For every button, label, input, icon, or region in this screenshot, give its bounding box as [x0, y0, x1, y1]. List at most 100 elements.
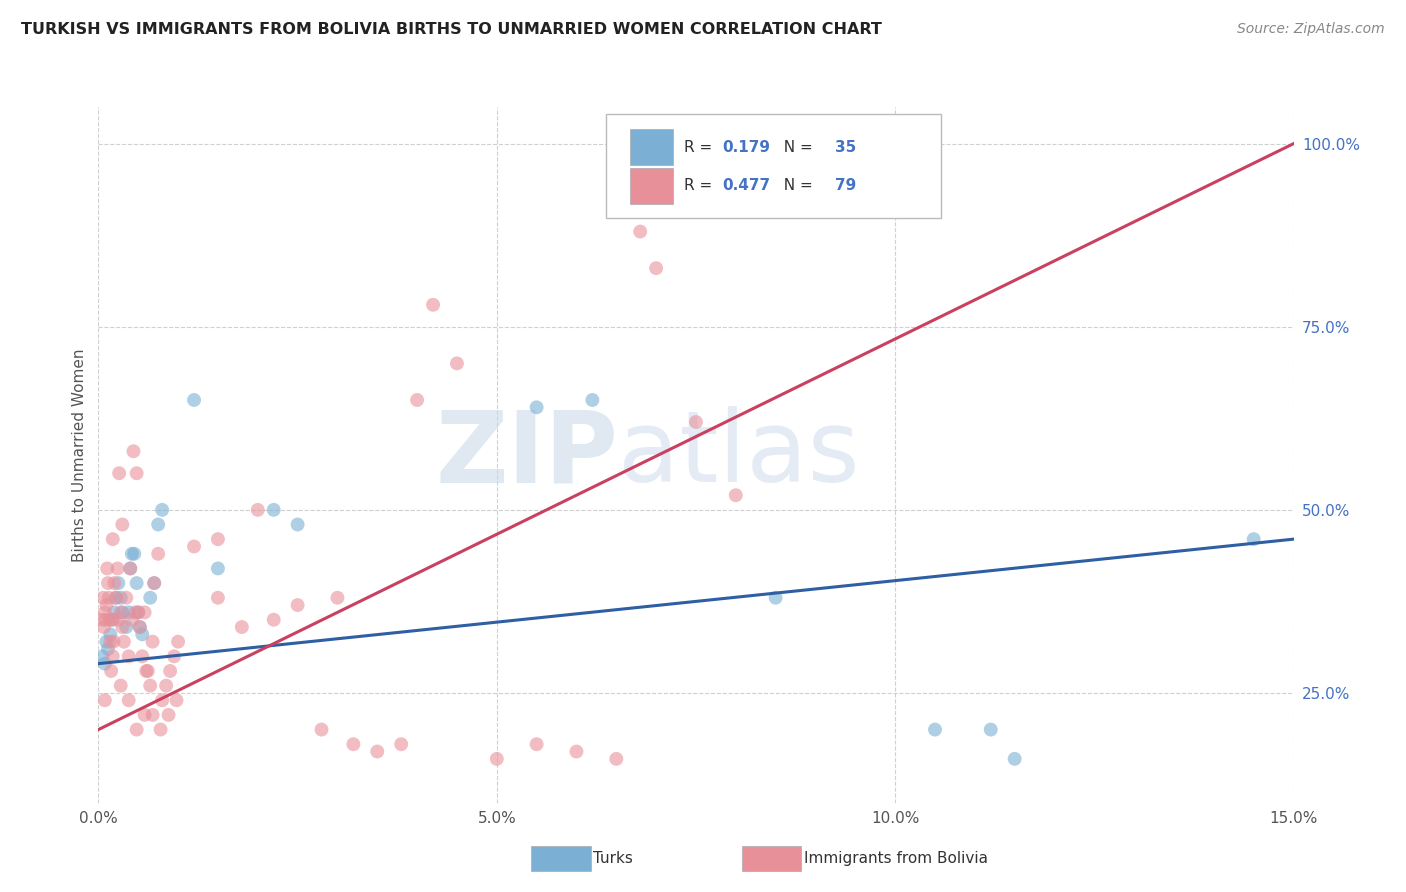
Point: [96, 634, 118, 648]
Point: [110, 606, 132, 620]
Point: [97, 642, 120, 657]
Point: [246, 503, 269, 517]
Point: [110, 679, 132, 693]
Point: [112, 634, 135, 648]
Point: [207, 532, 229, 546]
Text: 0.179: 0.179: [723, 140, 770, 155]
Text: R =: R =: [685, 140, 717, 155]
Point: [103, 606, 125, 620]
Point: [605, 752, 627, 766]
Point: [628, 225, 651, 239]
Point: [91, 613, 114, 627]
Point: [94, 606, 117, 620]
Point: [526, 737, 548, 751]
Point: [98, 613, 121, 627]
Point: [924, 723, 946, 737]
Point: [143, 576, 166, 591]
Point: [207, 591, 229, 605]
FancyBboxPatch shape: [630, 168, 673, 203]
Point: [101, 613, 124, 627]
Point: [135, 664, 157, 678]
Point: [96, 598, 118, 612]
Point: [143, 576, 166, 591]
Point: [94, 693, 117, 707]
Point: [124, 606, 146, 620]
Text: Turks: Turks: [593, 851, 633, 865]
Point: [97, 591, 120, 605]
Point: [128, 620, 150, 634]
Point: [1243, 532, 1265, 546]
Point: [121, 613, 143, 627]
Point: [149, 723, 172, 737]
Point: [1004, 752, 1026, 766]
Point: [121, 547, 143, 561]
Point: [142, 634, 165, 648]
FancyBboxPatch shape: [606, 114, 941, 219]
Point: [96, 561, 118, 575]
Point: [118, 606, 141, 620]
Point: [485, 752, 508, 766]
Y-axis label: Births to Unmarried Women: Births to Unmarried Women: [72, 348, 87, 562]
Point: [110, 591, 132, 605]
Point: [118, 649, 141, 664]
Point: [311, 723, 333, 737]
Point: [115, 591, 138, 605]
Point: [127, 606, 149, 620]
Text: ZIP: ZIP: [436, 407, 619, 503]
Text: TURKISH VS IMMIGRANTS FROM BOLIVIA BIRTHS TO UNMARRIED WOMEN CORRELATION CHART: TURKISH VS IMMIGRANTS FROM BOLIVIA BIRTH…: [21, 22, 882, 37]
Point: [167, 634, 190, 648]
Point: [980, 723, 1002, 737]
Point: [150, 693, 173, 707]
Point: [581, 392, 603, 407]
Point: [166, 693, 188, 707]
Point: [157, 707, 180, 722]
Point: [231, 620, 253, 634]
Point: [685, 415, 707, 429]
Point: [101, 613, 124, 627]
Point: [127, 606, 149, 620]
Point: [526, 401, 548, 415]
Point: [94, 613, 117, 627]
Point: [134, 707, 156, 722]
Point: [93, 620, 115, 634]
Point: [136, 664, 159, 678]
Point: [645, 261, 668, 276]
Point: [124, 547, 146, 561]
Point: [122, 444, 145, 458]
Point: [565, 745, 588, 759]
Point: [107, 613, 129, 627]
Text: 0.477: 0.477: [723, 178, 770, 194]
Point: [389, 737, 412, 751]
Point: [107, 576, 129, 591]
Point: [131, 649, 153, 664]
Text: N =: N =: [773, 140, 817, 155]
Point: [125, 576, 148, 591]
Point: [108, 467, 131, 481]
Text: 79: 79: [835, 178, 856, 194]
Point: [155, 679, 177, 693]
Point: [142, 707, 165, 722]
Point: [139, 591, 162, 605]
Point: [104, 591, 127, 605]
Point: [765, 591, 787, 605]
Point: [287, 598, 309, 612]
Point: [422, 298, 444, 312]
Point: [183, 540, 205, 554]
Text: N =: N =: [773, 178, 817, 194]
Point: [91, 591, 114, 605]
Point: [120, 561, 142, 575]
Text: 35: 35: [835, 140, 856, 155]
Point: [101, 649, 124, 664]
Point: [131, 627, 153, 641]
Text: Immigrants from Bolivia: Immigrants from Bolivia: [804, 851, 988, 865]
Point: [148, 517, 170, 532]
Point: [97, 576, 120, 591]
Point: [103, 576, 125, 591]
Point: [326, 591, 349, 605]
Text: R =: R =: [685, 178, 717, 194]
Point: [134, 606, 156, 620]
Point: [91, 649, 114, 664]
Point: [263, 503, 285, 517]
Point: [446, 356, 468, 370]
Point: [163, 649, 186, 664]
